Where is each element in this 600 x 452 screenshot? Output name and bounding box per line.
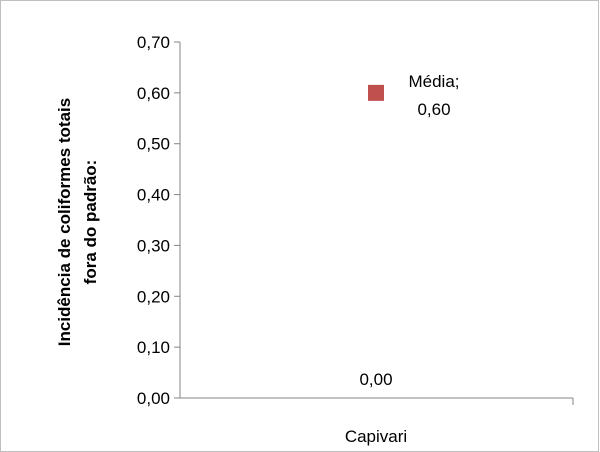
- y-tick-label-0: 0,00: [137, 389, 170, 408]
- y-tick-label-7: 0,70: [137, 33, 170, 52]
- y-tick-label-1: 0,10: [137, 338, 170, 357]
- y-ticks: 0,00 0,10 0,20 0,30 0,40 0,50 0,60 0,70: [137, 33, 180, 408]
- y-tick-label-3: 0,30: [137, 236, 170, 255]
- data-label-line1-0: Média;: [408, 72, 459, 91]
- y-axis-title-line1: Incidência de coliformes totais: [55, 98, 74, 346]
- data-point-marker-0: [368, 84, 384, 101]
- data-label-line2-0: 0,60: [417, 100, 450, 119]
- y-tick-label-5: 0,50: [137, 135, 170, 154]
- x-tick-label-capivari: Capivari: [345, 427, 407, 446]
- y-tick-label-4: 0,40: [137, 186, 170, 205]
- y-axis-title-line2: fora do padrão:: [81, 160, 100, 285]
- y-axis-title: Incidência de coliformes totais fora do …: [55, 98, 100, 346]
- y-tick-label-6: 0,60: [137, 84, 170, 103]
- zero-data-label: 0,00: [359, 370, 392, 389]
- y-tick-label-2: 0,20: [137, 287, 170, 306]
- data-points: Média; 0,60: [368, 72, 460, 119]
